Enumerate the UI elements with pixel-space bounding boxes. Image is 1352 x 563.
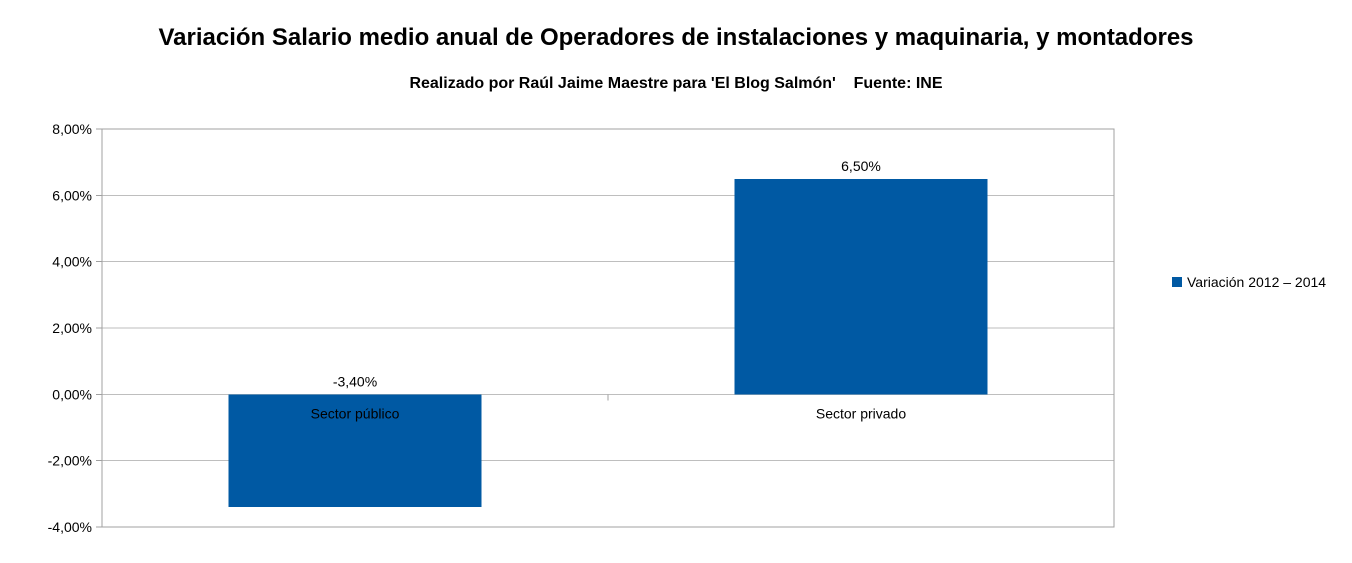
bar-1 [228, 394, 482, 508]
chart-subtitle: Realizado por Raúl Jaime Maestre para 'E… [409, 75, 943, 92]
y-tick-label: 4,00% [52, 254, 92, 270]
legend-label: Variación 2012 – 2014 [1187, 274, 1327, 290]
bar-2 [734, 178, 988, 395]
x-tick-label: Sector privado [816, 405, 906, 421]
y-tick-label: -2,00% [48, 453, 92, 469]
data-label: 6,50% [841, 158, 881, 174]
chart-title: Variación Salario medio anual de Operado… [158, 24, 1194, 51]
plot-frame [101, 128, 1115, 528]
legend-swatch [1172, 277, 1182, 287]
chart-legend: Variación 2012 – 2014 [1172, 273, 1326, 291]
y-tick-label: -4,00% [48, 519, 92, 535]
y-tick-label: 6,00% [52, 187, 92, 203]
y-tick-label: 2,00% [52, 320, 92, 336]
x-tick-label: Sector público [311, 405, 400, 421]
y-tick-label: 8,00% [52, 121, 92, 137]
y-tick-label: 0,00% [52, 386, 92, 402]
data-label: -3,40% [333, 373, 377, 389]
